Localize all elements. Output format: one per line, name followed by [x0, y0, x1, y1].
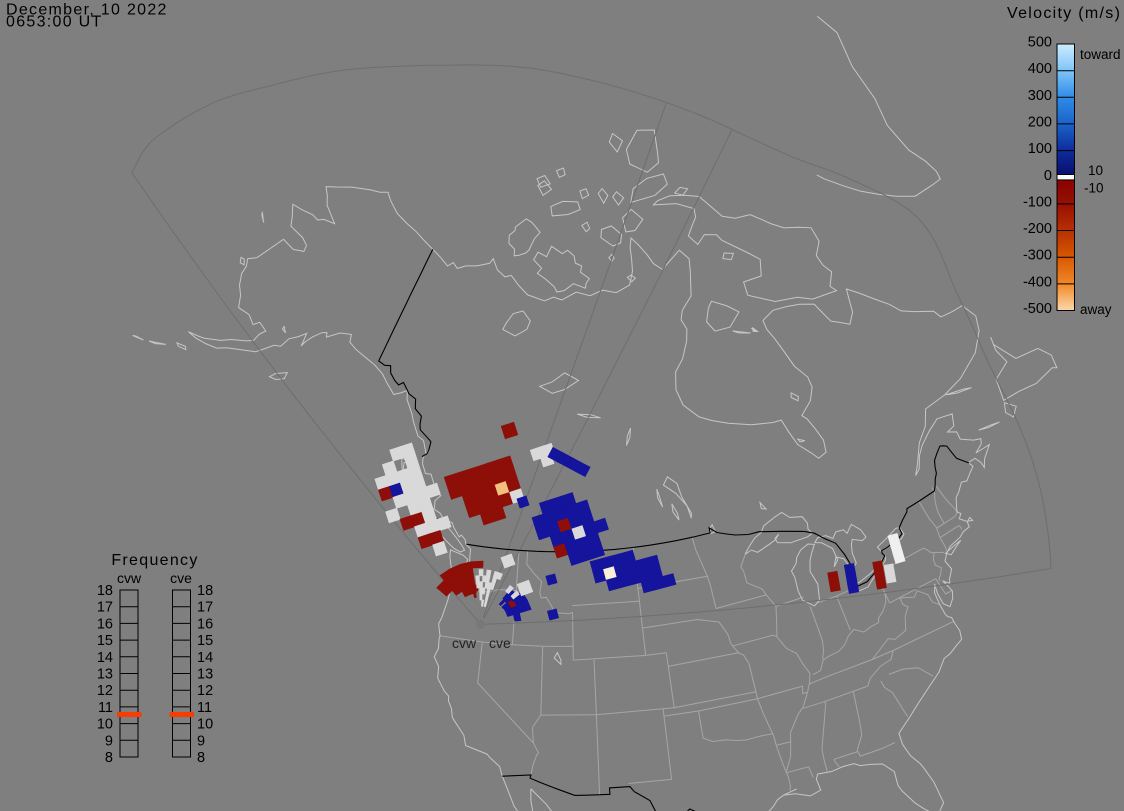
svg-text:400: 400: [1028, 61, 1052, 77]
svg-text:500: 500: [1028, 35, 1052, 51]
svg-text:0653:00 UT: 0653:00 UT: [6, 14, 103, 31]
svg-text:11: 11: [197, 700, 212, 716]
svg-text:-200: -200: [1023, 221, 1052, 237]
svg-text:9: 9: [197, 733, 205, 749]
svg-text:cvw: cvw: [117, 570, 142, 586]
svg-text:16: 16: [197, 616, 213, 632]
svg-text:13: 13: [97, 667, 113, 683]
svg-text:10: 10: [1088, 163, 1103, 178]
svg-text:10: 10: [97, 717, 113, 733]
svg-text:-100: -100: [1023, 194, 1052, 210]
svg-text:9: 9: [105, 733, 113, 749]
svg-text:18: 18: [97, 583, 113, 599]
svg-text:Velocity (m/s): Velocity (m/s): [1007, 5, 1121, 22]
svg-text:13: 13: [197, 667, 213, 683]
svg-text:8: 8: [197, 750, 205, 766]
svg-text:17: 17: [197, 600, 213, 616]
svg-text:cve: cve: [489, 635, 511, 651]
svg-text:15: 15: [97, 633, 113, 649]
svg-text:300: 300: [1028, 88, 1052, 104]
svg-text:cvw: cvw: [452, 635, 477, 651]
svg-text:15: 15: [197, 633, 213, 649]
svg-text:17: 17: [97, 600, 113, 616]
svg-text:December, 10 2022: December, 10 2022: [6, 2, 168, 19]
svg-text:-300: -300: [1023, 248, 1052, 264]
svg-text:-10: -10: [1084, 181, 1104, 196]
svg-text:-500: -500: [1023, 301, 1052, 317]
svg-text:12: 12: [97, 683, 113, 699]
svg-text:16: 16: [97, 616, 113, 632]
svg-text:cve: cve: [170, 570, 192, 586]
svg-text:toward: toward: [1080, 47, 1121, 62]
svg-text:8: 8: [105, 750, 113, 766]
svg-text:14: 14: [197, 650, 213, 666]
svg-text:14: 14: [97, 650, 113, 666]
svg-text:100: 100: [1028, 141, 1052, 157]
svg-text:12: 12: [197, 683, 213, 699]
svg-text:0: 0: [1044, 168, 1052, 184]
svg-text:Frequency: Frequency: [111, 552, 198, 569]
svg-text:-400: -400: [1023, 274, 1052, 290]
svg-text:10: 10: [197, 717, 213, 733]
svg-text:18: 18: [197, 583, 213, 599]
svg-text:11: 11: [98, 700, 113, 716]
svg-text:away: away: [1080, 302, 1112, 317]
svg-text:200: 200: [1028, 114, 1052, 130]
